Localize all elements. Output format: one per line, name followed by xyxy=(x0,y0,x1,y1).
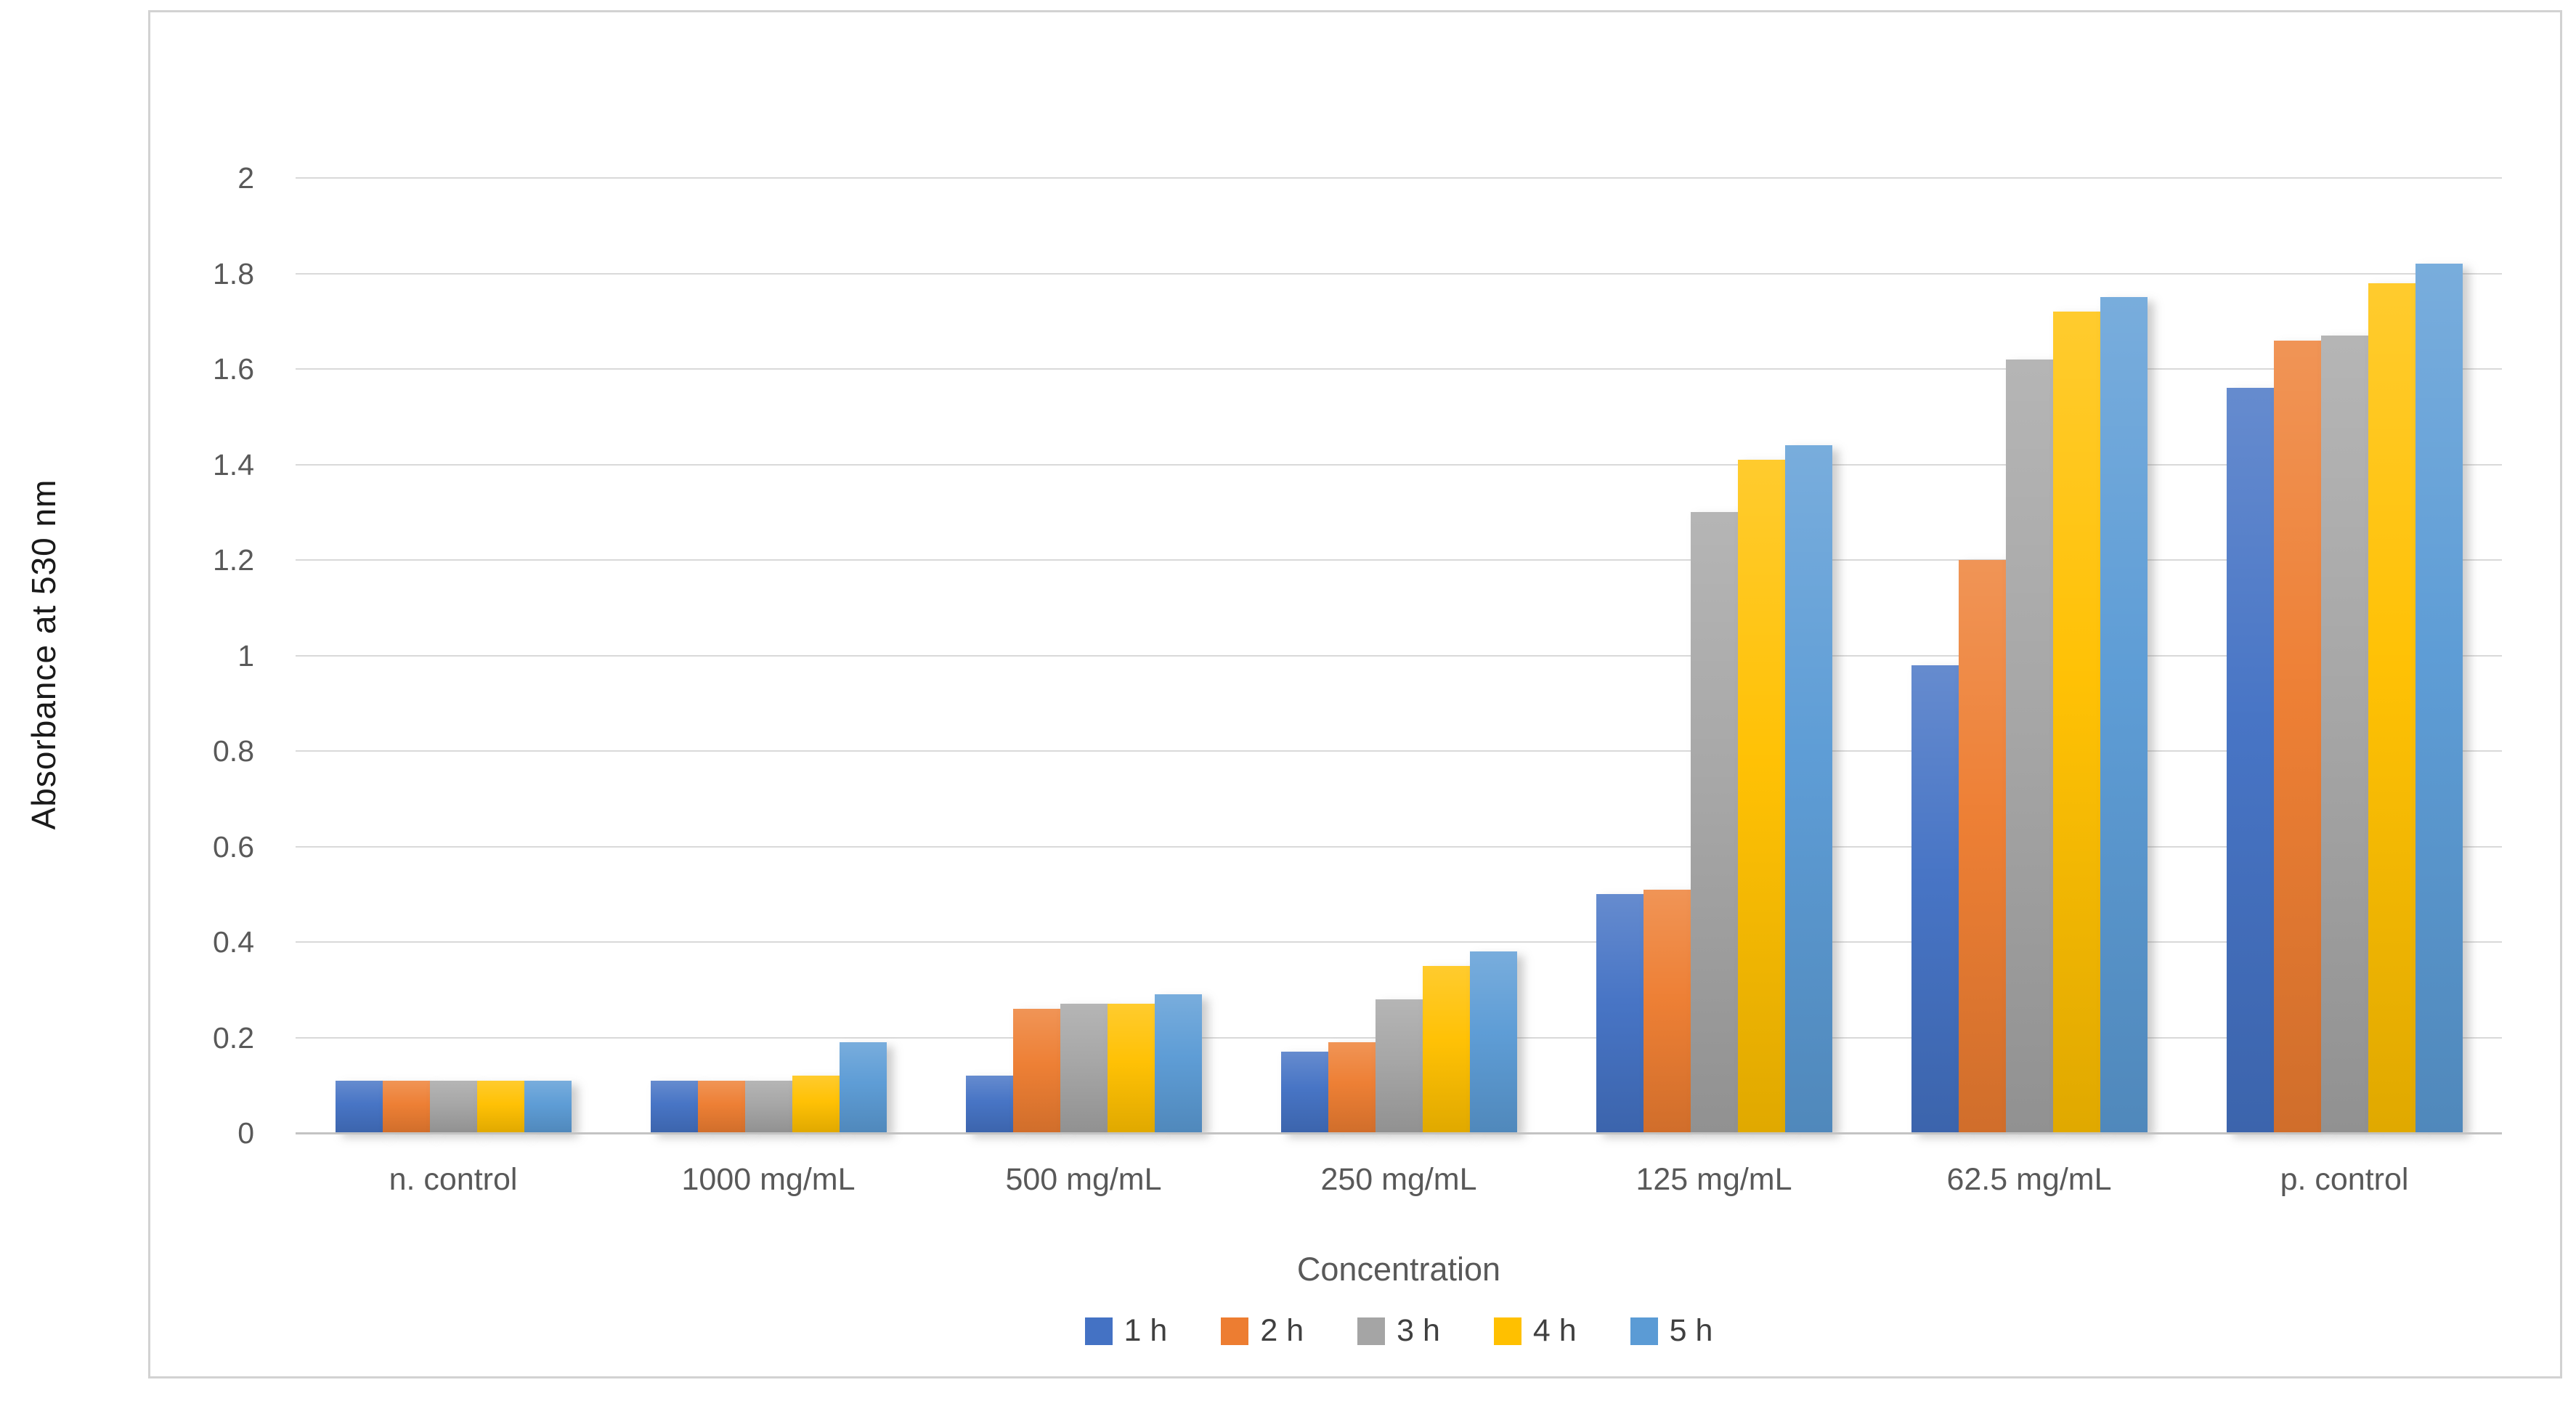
bar-2-h-62-5-mg-ml xyxy=(1958,560,2006,1133)
bar-5-h-500-mg-ml xyxy=(1154,994,1202,1133)
bar-4-h-n-control xyxy=(476,1080,524,1133)
bar-1-h-p-control xyxy=(2226,388,2274,1133)
gridline xyxy=(296,272,2502,275)
bar-4-h-500-mg-ml xyxy=(1107,1004,1155,1133)
bar-1-h-1000-mg-ml xyxy=(650,1080,698,1133)
x-category-label-125-mg-ml: 125 mg/mL xyxy=(1636,1162,1792,1197)
gridline xyxy=(296,654,2502,657)
gridline xyxy=(296,845,2502,848)
bar-5-h-p-control xyxy=(2415,264,2463,1133)
bar-1-h-250-mg-ml xyxy=(1280,1052,1328,1133)
bar-4-h-62-5-mg-ml xyxy=(2052,312,2100,1133)
y-tick-label: 1.2 xyxy=(213,543,254,577)
bar-2-h-n-control xyxy=(382,1080,430,1133)
legend-label: 4 h xyxy=(1532,1313,1577,1348)
x-category-label-p-control: p. control xyxy=(2280,1162,2409,1197)
bar-5-h-125-mg-ml xyxy=(1784,445,1832,1133)
gridline xyxy=(296,941,2502,943)
legend-item-3-h: 3 h xyxy=(1357,1313,1440,1349)
y-tick-label: 0.8 xyxy=(213,734,254,768)
bar-3-h-1000-mg-ml xyxy=(744,1080,792,1133)
legend-swatch-icon xyxy=(1221,1317,1249,1345)
bar-2-h-500-mg-ml xyxy=(1012,1009,1060,1133)
legend-item-1-h: 1 h xyxy=(1084,1313,1168,1349)
bar-5-h-250-mg-ml xyxy=(1469,951,1517,1133)
gridline xyxy=(296,463,2502,466)
y-tick-label: 0.4 xyxy=(213,925,254,959)
bar-3-h-500-mg-ml xyxy=(1060,1004,1108,1133)
bar-3-h-125-mg-ml xyxy=(1690,512,1738,1133)
x-category-label-250-mg-ml: 250 mg/mL xyxy=(1320,1162,1477,1197)
x-category-label-62-5-mg-ml: 62.5 mg/mL xyxy=(1946,1162,2112,1197)
bar-4-h-125-mg-ml xyxy=(1737,459,1785,1133)
bar-5-h-1000-mg-ml xyxy=(839,1042,887,1133)
bar-2-h-1000-mg-ml xyxy=(697,1080,745,1133)
bar-1-h-500-mg-ml xyxy=(965,1076,1013,1133)
y-axis-title: Absorbance at 530 nm xyxy=(25,479,62,830)
legend-item-5-h: 5 h xyxy=(1630,1313,1713,1349)
bar-5-h-n-control xyxy=(524,1080,572,1133)
bar-4-h-1000-mg-ml xyxy=(792,1076,840,1133)
legend-label: 3 h xyxy=(1397,1313,1440,1348)
bar-1-h-62-5-mg-ml xyxy=(1911,665,1959,1133)
legend-swatch-icon xyxy=(1084,1317,1113,1345)
chart-border xyxy=(148,10,2562,1378)
y-tick-label: 2 xyxy=(237,161,254,195)
gridline xyxy=(296,750,2502,752)
y-tick-label: 1 xyxy=(237,638,254,673)
bar-3-h-62-5-mg-ml xyxy=(2005,359,2053,1133)
bar-2-h-p-control xyxy=(2273,340,2321,1133)
x-category-label-n-control: n. control xyxy=(389,1162,518,1197)
y-tick-label: 0 xyxy=(237,1116,254,1150)
plot-area xyxy=(296,177,2502,1134)
bar-2-h-250-mg-ml xyxy=(1328,1042,1376,1133)
bar-5-h-62-5-mg-ml xyxy=(2100,297,2148,1133)
x-category-label-500-mg-ml: 500 mg/mL xyxy=(1005,1162,1162,1197)
bar-1-h-125-mg-ml xyxy=(1596,894,1643,1133)
legend-label: 2 h xyxy=(1260,1313,1304,1348)
legend: 1 h 2 h 3 h 4 h 5 h xyxy=(296,1313,2502,1349)
bar-3-h-n-control xyxy=(429,1080,477,1133)
x-axis-line xyxy=(296,1132,2502,1134)
bar-3-h-250-mg-ml xyxy=(1375,999,1423,1133)
y-tick-label: 0.6 xyxy=(213,829,254,864)
legend-label: 1 h xyxy=(1124,1313,1168,1348)
bar-1-h-n-control xyxy=(335,1080,383,1133)
legend-item-4-h: 4 h xyxy=(1493,1313,1577,1349)
gridline xyxy=(296,559,2502,561)
bar-4-h-250-mg-ml xyxy=(1422,965,1470,1133)
y-tick-label: 1.4 xyxy=(213,447,254,482)
legend-item-2-h: 2 h xyxy=(1221,1313,1304,1349)
x-axis-title: Concentration xyxy=(1296,1251,1501,1288)
legend-label: 5 h xyxy=(1669,1313,1713,1348)
bar-3-h-p-control xyxy=(2320,335,2368,1133)
gridline xyxy=(296,368,2502,370)
legend-swatch-icon xyxy=(1630,1317,1658,1345)
bar-2-h-125-mg-ml xyxy=(1643,889,1691,1133)
x-category-label-1000-mg-ml: 1000 mg/mL xyxy=(681,1162,856,1197)
gridline xyxy=(296,177,2502,179)
legend-swatch-icon xyxy=(1357,1317,1386,1345)
y-tick-label: 1.6 xyxy=(213,352,254,386)
y-tick-label: 1.8 xyxy=(213,256,254,291)
legend-swatch-icon xyxy=(1493,1317,1521,1345)
bar-4-h-p-control xyxy=(2368,283,2415,1133)
y-tick-label: 0.2 xyxy=(213,1020,254,1055)
